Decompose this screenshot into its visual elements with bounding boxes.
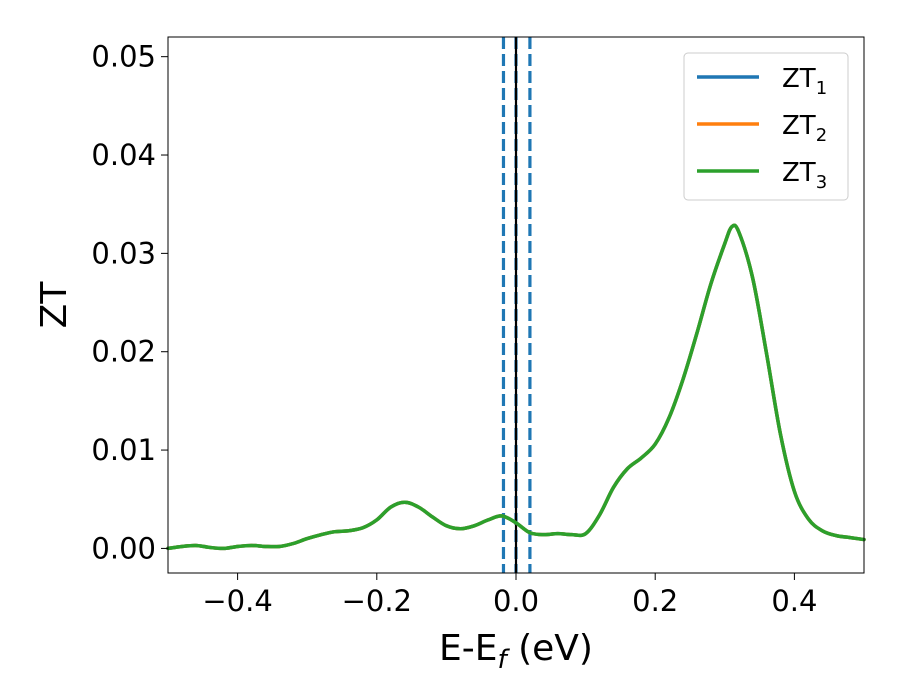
legend-label: ZT1 bbox=[782, 64, 827, 99]
legend-label-sub: 3 bbox=[816, 172, 827, 193]
legend-label-main: ZT bbox=[782, 158, 816, 188]
x-axis-label-unit: (eV) bbox=[507, 628, 593, 669]
y-axis-label: ZT bbox=[34, 281, 75, 329]
legend-label: ZT3 bbox=[782, 158, 827, 193]
x-axis-label: E-Ef (eV) bbox=[439, 628, 593, 675]
x-tick-label: 0.4 bbox=[771, 584, 817, 618]
y-tick-label: 0.04 bbox=[91, 138, 156, 172]
y-axis-ticks: 0.00 0.01 0.02 0.03 0.04 0.05 bbox=[91, 40, 168, 565]
series-lines bbox=[166, 223, 866, 551]
y-tick-label: 0.01 bbox=[91, 433, 156, 467]
legend-box bbox=[683, 52, 849, 201]
x-tick-label: 0.0 bbox=[493, 584, 539, 618]
x-tick-label: −0.4 bbox=[202, 584, 272, 618]
x-tick-label: 0.2 bbox=[632, 584, 678, 618]
series-line-zt3 bbox=[166, 223, 866, 551]
x-axis-label-main: E-E bbox=[439, 628, 497, 669]
legend-label-sub: 2 bbox=[816, 125, 827, 146]
legend-label-main: ZT bbox=[782, 111, 816, 141]
x-tick-label: −0.2 bbox=[342, 584, 412, 618]
x-axis-ticks: −0.4 −0.2 0.0 0.2 0.4 bbox=[202, 573, 817, 618]
legend-label-main: ZT bbox=[782, 64, 816, 94]
y-tick-label: 0.02 bbox=[91, 335, 156, 369]
legend-label: ZT2 bbox=[782, 111, 827, 146]
legend-label-sub: 1 bbox=[816, 78, 827, 99]
reference-lines bbox=[501, 37, 532, 573]
y-tick-label: 0.05 bbox=[91, 40, 156, 74]
y-tick-label: 0.00 bbox=[91, 531, 156, 565]
y-tick-label: 0.03 bbox=[91, 236, 156, 270]
